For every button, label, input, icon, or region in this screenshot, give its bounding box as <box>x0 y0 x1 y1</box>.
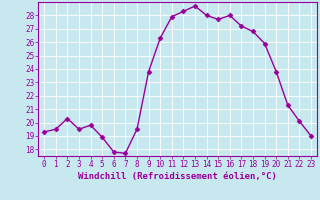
X-axis label: Windchill (Refroidissement éolien,°C): Windchill (Refroidissement éolien,°C) <box>78 172 277 181</box>
